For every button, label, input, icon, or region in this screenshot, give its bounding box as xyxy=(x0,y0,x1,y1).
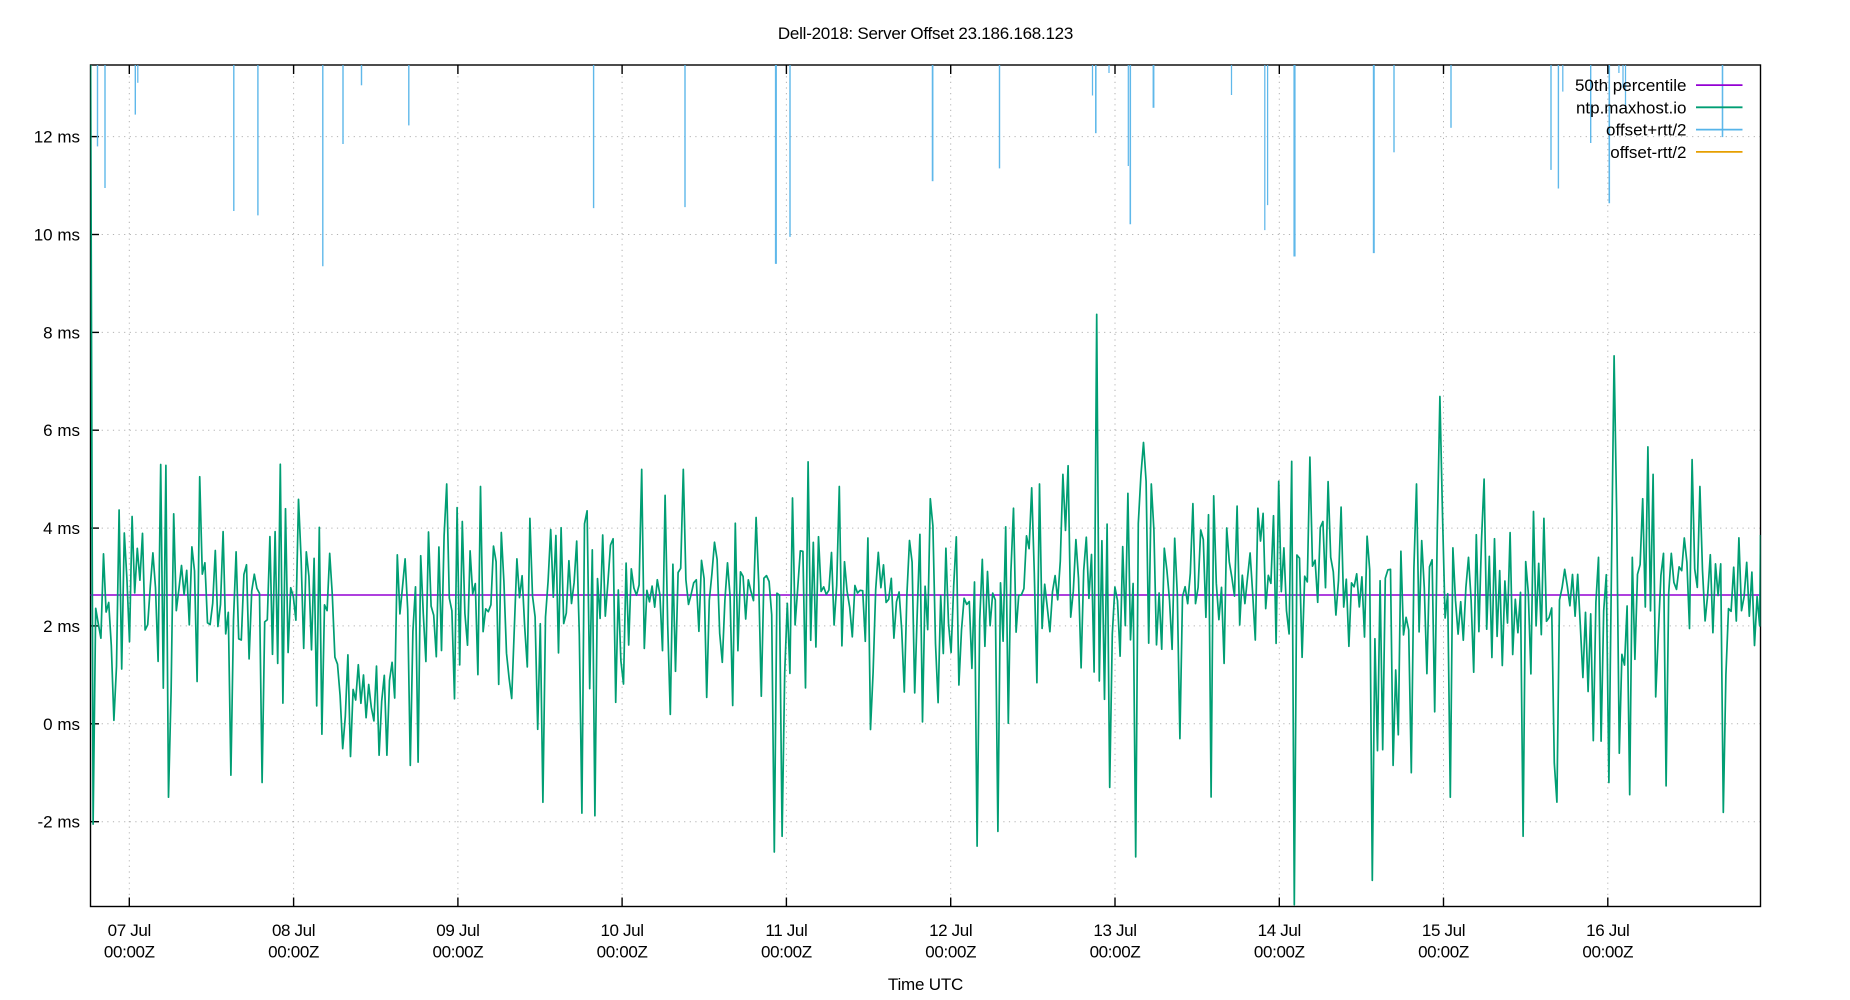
svg-text:15 Jul: 15 Jul xyxy=(1422,921,1465,940)
svg-text:07 Jul: 07 Jul xyxy=(108,921,151,940)
svg-text:12 Jul: 12 Jul xyxy=(929,921,972,940)
svg-text:00:00Z: 00:00Z xyxy=(597,943,648,962)
svg-text:00:00Z: 00:00Z xyxy=(1418,943,1469,962)
svg-text:-2 ms: -2 ms xyxy=(38,813,81,832)
svg-text:offset+rtt/2: offset+rtt/2 xyxy=(1606,121,1686,140)
svg-text:2 ms: 2 ms xyxy=(43,617,80,636)
svg-text:6 ms: 6 ms xyxy=(43,421,80,440)
svg-text:10 Jul: 10 Jul xyxy=(600,921,643,940)
svg-text:00:00Z: 00:00Z xyxy=(268,943,319,962)
svg-text:0 ms: 0 ms xyxy=(43,715,80,734)
svg-text:16 Jul: 16 Jul xyxy=(1586,921,1629,940)
svg-text:ntp.maxhost.io: ntp.maxhost.io xyxy=(1576,98,1687,117)
svg-text:08 Jul: 08 Jul xyxy=(272,921,315,940)
svg-text:00:00Z: 00:00Z xyxy=(1090,943,1141,962)
svg-text:Dell-2018: Server Offset 23.18: Dell-2018: Server Offset 23.186.168.123 xyxy=(778,24,1073,43)
svg-text:4 ms: 4 ms xyxy=(43,519,80,538)
svg-text:00:00Z: 00:00Z xyxy=(1582,943,1633,962)
svg-text:11 Jul: 11 Jul xyxy=(765,921,807,940)
svg-text:offset-rtt/2: offset-rtt/2 xyxy=(1610,143,1686,162)
svg-text:00:00Z: 00:00Z xyxy=(432,943,483,962)
svg-text:00:00Z: 00:00Z xyxy=(104,943,155,962)
svg-text:12 ms: 12 ms xyxy=(34,128,80,147)
svg-text:Time UTC: Time UTC xyxy=(888,975,963,994)
svg-text:10 ms: 10 ms xyxy=(34,226,80,245)
svg-text:00:00Z: 00:00Z xyxy=(925,943,976,962)
svg-text:00:00Z: 00:00Z xyxy=(761,943,812,962)
svg-text:50th percentile: 50th percentile xyxy=(1575,76,1687,95)
svg-text:14 Jul: 14 Jul xyxy=(1258,921,1301,940)
svg-text:13 Jul: 13 Jul xyxy=(1093,921,1136,940)
svg-text:00:00Z: 00:00Z xyxy=(1254,943,1305,962)
svg-text:8 ms: 8 ms xyxy=(43,323,80,342)
svg-text:09 Jul: 09 Jul xyxy=(436,921,479,940)
